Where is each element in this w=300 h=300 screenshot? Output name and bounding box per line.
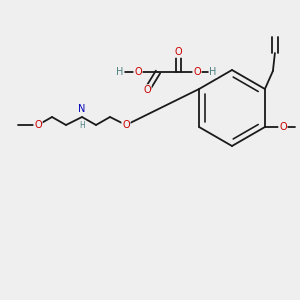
Text: O: O xyxy=(143,85,151,95)
Text: O: O xyxy=(279,122,287,132)
Text: O: O xyxy=(134,67,142,77)
Text: O: O xyxy=(122,120,130,130)
Text: O: O xyxy=(174,47,182,57)
Text: H: H xyxy=(209,67,217,77)
Text: O: O xyxy=(34,120,42,130)
Text: H: H xyxy=(79,121,85,130)
Text: H: H xyxy=(116,67,124,77)
Text: N: N xyxy=(78,104,86,114)
Text: O: O xyxy=(193,67,201,77)
